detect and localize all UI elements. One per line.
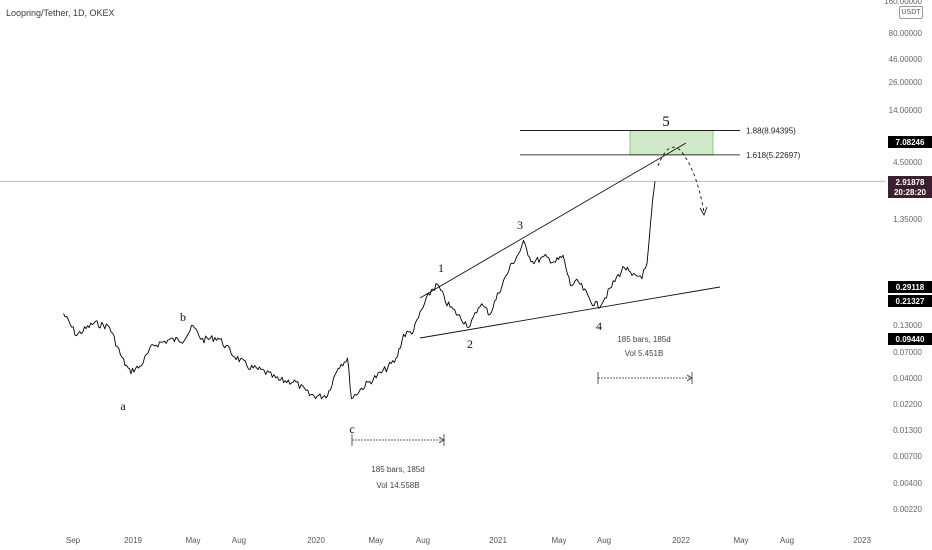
x-tick-label: Sep	[66, 536, 81, 545]
x-tick-label: May	[733, 536, 748, 545]
price-line	[63, 181, 656, 400]
x-tick-label: Aug	[597, 536, 611, 545]
y-tick-label: 0.00400	[893, 479, 922, 488]
y-tick-label: 0.01300	[893, 426, 922, 435]
measure-arrow	[686, 374, 693, 382]
measure-volume-label: Vol 14.558B	[376, 481, 419, 490]
measure-arrow	[438, 436, 445, 444]
x-tick-label: May	[368, 536, 383, 545]
x-tick-label: 2023	[853, 536, 871, 545]
price-tag-label: 2.91878	[896, 178, 925, 187]
wave-label-2: 2	[467, 337, 473, 351]
y-tick-label: 80.00000	[889, 29, 923, 38]
lower-trendline	[419, 286, 721, 339]
price-tag-label: 0.09440	[896, 335, 925, 344]
fib-level-label: 1.618(5.22697)	[746, 151, 801, 160]
upper-trendline	[419, 142, 687, 299]
wave-label-1: 1	[438, 261, 444, 275]
wave-label-a: a	[120, 399, 126, 413]
y-tick-label: 0.02200	[893, 400, 922, 409]
y-tick-label: 160.00000	[884, 0, 922, 6]
wave-label-5: 5	[662, 114, 670, 130]
price-tag-label: 0.29118	[896, 283, 925, 292]
wave-label-3: 3	[517, 218, 523, 232]
x-tick-label: May	[551, 536, 566, 545]
wave-label-c: c	[349, 422, 354, 436]
forecast-path	[657, 146, 705, 213]
y-tick-label: 14.00000	[889, 106, 923, 115]
measure-volume-label: Vol 5.451B	[625, 349, 664, 358]
y-tick-label: 0.04000	[893, 374, 922, 383]
y-tick-label: 46.00000	[889, 55, 923, 64]
x-tick-label: May	[185, 536, 200, 545]
y-tick-label: 0.00220	[893, 505, 922, 514]
measure-bars-label: 185 bars, 185d	[371, 465, 424, 474]
price-tag-countdown: 20:28:20	[894, 188, 927, 197]
y-tick-label: 0.00700	[893, 452, 922, 461]
price-tag-label: 0.21327	[896, 297, 925, 306]
x-tick-label: Aug	[416, 536, 430, 545]
price-tag-box	[888, 333, 932, 345]
measure-bars-label: 185 bars, 185d	[617, 335, 670, 344]
price-tag-box	[888, 295, 932, 307]
forecast-arrowhead	[699, 206, 708, 217]
y-tick-label: 26.00000	[889, 78, 923, 87]
price-tag-box	[888, 281, 932, 293]
y-tick-label: 1.35000	[893, 215, 922, 224]
chart-title: Loopring/Tether, 1D, OKEX	[6, 8, 115, 18]
currency-selector[interactable]: USDT	[899, 6, 923, 19]
x-tick-label: Aug	[232, 536, 246, 545]
price-tag-box	[888, 176, 932, 198]
x-tick-label: Aug	[780, 536, 794, 545]
fib-level-label: 1.88(8.94395)	[746, 126, 796, 135]
y-tick-label: 4.50000	[893, 158, 922, 167]
price-tag-label: 7.08246	[896, 138, 925, 147]
x-tick-label: 2021	[489, 536, 507, 545]
price-tag-box	[888, 136, 932, 148]
wave-label-b: b	[180, 310, 186, 324]
x-tick-label: 2019	[124, 536, 142, 545]
y-tick-label: 0.07000	[893, 348, 922, 357]
wave-label-4: 4	[596, 319, 602, 333]
y-tick-label: 0.13000	[893, 321, 922, 330]
x-tick-label: 2020	[307, 536, 325, 545]
x-tick-label: 2022	[672, 536, 690, 545]
